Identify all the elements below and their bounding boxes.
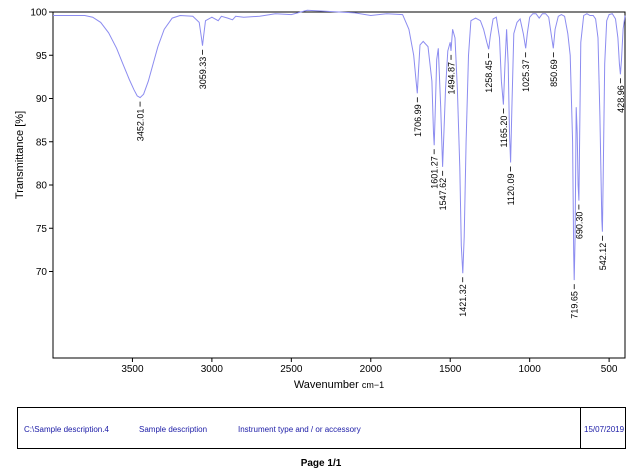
y-tick-label: 85 [36, 137, 48, 148]
peak-label: 1706.99 [413, 104, 423, 137]
x-tick-label: 3000 [201, 364, 224, 375]
y-tick-label: 75 [36, 224, 48, 235]
x-tick-label: 1000 [519, 364, 542, 375]
peak-label: 428.96 [616, 85, 626, 113]
instrument-text: Instrument type and / or accessory [238, 425, 361, 434]
ir-spectrum-chart: 70 75 80 85 90 95 100 3500 3000 2500 2000 1500 1000 5… [14, 8, 626, 392]
peak-label: 1421.32 [458, 284, 468, 317]
peak-label: 690.30 [574, 212, 584, 240]
peak-label: 1258.45 [484, 60, 494, 93]
page-number: Page 1/1 [300, 458, 342, 469]
peak-label: 1120.09 [506, 174, 516, 206]
x-tick-label: 500 [601, 364, 618, 375]
peak-label: 719.65 [570, 291, 580, 319]
y-tick-label: 80 [36, 181, 48, 192]
peak-label: 542.12 [598, 243, 608, 271]
x-tick-label: 1500 [439, 364, 462, 375]
x-axis-label: Wavenumber cm−1 [294, 379, 384, 391]
spectrum-line [53, 9, 626, 281]
peak-label: 1494.87 [447, 62, 457, 95]
peak-label: 1025.37 [521, 59, 531, 92]
x-tick-label: 2500 [280, 364, 303, 375]
peak-label: 3452.01 [136, 109, 146, 142]
y-tick-label: 95 [36, 51, 48, 62]
y-axis-label: Transmittance [%] [14, 111, 26, 199]
x-tick-label: 3500 [121, 364, 144, 375]
x-tick-label: 2000 [360, 364, 383, 375]
peak-label: 850.69 [549, 59, 559, 87]
y-tick-label: 100 [30, 8, 47, 19]
info-divider [580, 408, 581, 448]
peak-label: 3059.33 [198, 57, 208, 90]
measurement-date-text: 15/07/2019 [584, 425, 625, 434]
y-tick-label: 70 [36, 267, 48, 278]
file-path-text: C:\Sample description.4 [24, 425, 109, 434]
peak-label: 1165.20 [499, 116, 509, 148]
y-tick-label: 90 [36, 94, 48, 105]
sample-description-text: Sample description [139, 425, 208, 434]
plot-frame [52, 11, 626, 359]
peak-label: 1547.62 [438, 178, 448, 211]
peak-label: 1601.27 [430, 156, 440, 189]
sample-info-bar: C:\Sample description.4 Sample descripti… [17, 407, 626, 449]
